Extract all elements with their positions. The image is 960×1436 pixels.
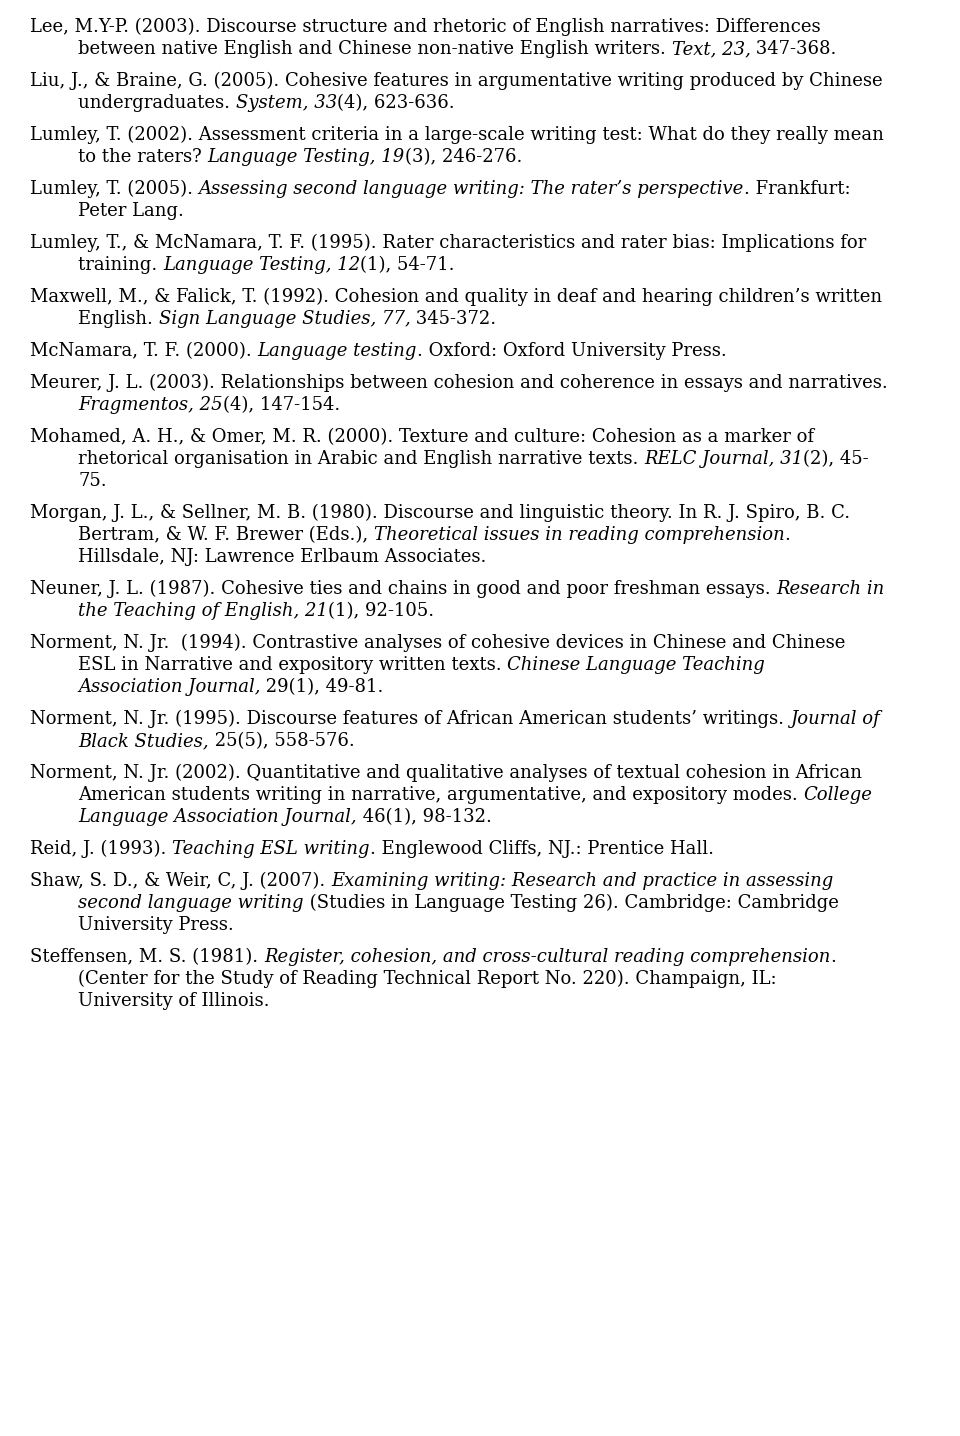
Text: training.: training. <box>78 256 163 274</box>
Text: University of Illinois.: University of Illinois. <box>78 992 270 1010</box>
Text: Register, cohesion, and cross-cultural reading comprehension: Register, cohesion, and cross-cultural r… <box>264 948 830 966</box>
Text: Assessing second language writing: The rater’s perspective: Assessing second language writing: The r… <box>199 180 744 198</box>
Text: (2), 45-: (2), 45- <box>804 449 869 468</box>
Text: ESL in Narrative and expository written texts.: ESL in Narrative and expository written … <box>78 656 508 673</box>
Text: (4), 147-154.: (4), 147-154. <box>223 396 340 414</box>
Text: second language writing: second language writing <box>78 895 303 912</box>
Text: Chinese Language Teaching: Chinese Language Teaching <box>508 656 765 673</box>
Text: Language testing: Language testing <box>257 342 417 360</box>
Text: Lumley, T. (2002). Assessment criteria in a large-scale writing test: What do th: Lumley, T. (2002). Assessment criteria i… <box>30 126 884 144</box>
Text: 347-368.: 347-368. <box>751 40 837 57</box>
Text: Lumley, T. (2005).: Lumley, T. (2005). <box>30 180 199 198</box>
Text: .: . <box>784 526 790 544</box>
Text: Hillsdale, NJ: Lawrence Erlbaum Associates.: Hillsdale, NJ: Lawrence Erlbaum Associat… <box>78 549 487 566</box>
Text: Norment, N. Jr. (2002). Quantitative and qualitative analyses of textual cohesio: Norment, N. Jr. (2002). Quantitative and… <box>30 764 862 783</box>
Text: Research in: Research in <box>777 580 884 597</box>
Text: Language Testing, 19: Language Testing, 19 <box>207 148 405 167</box>
Text: Bertram, & W. F. Brewer (Eds.),: Bertram, & W. F. Brewer (Eds.), <box>78 526 373 544</box>
Text: Reid, J. (1993).: Reid, J. (1993). <box>30 840 172 859</box>
Text: Morgan, J. L., & Sellner, M. B. (1980). Discourse and linguistic theory. In R. J: Morgan, J. L., & Sellner, M. B. (1980). … <box>30 504 851 523</box>
Text: Examining writing: Research and practice in assessing: Examining writing: Research and practice… <box>331 872 833 890</box>
Text: English.: English. <box>78 310 158 327</box>
Text: Association Journal,: Association Journal, <box>78 678 260 696</box>
Text: 25(5), 558-576.: 25(5), 558-576. <box>208 732 354 750</box>
Text: Language Association Journal,: Language Association Journal, <box>78 808 356 826</box>
Text: Norment, N. Jr. (1995). Discourse features of African American students’ writing: Norment, N. Jr. (1995). Discourse featur… <box>30 709 790 728</box>
Text: System, 33: System, 33 <box>236 93 337 112</box>
Text: (3), 246-276.: (3), 246-276. <box>405 148 522 167</box>
Text: Meurer, J. L. (2003). Relationships between cohesion and coherence in essays and: Meurer, J. L. (2003). Relationships betw… <box>30 373 888 392</box>
Text: Fragmentos, 25: Fragmentos, 25 <box>78 396 223 414</box>
Text: Steffensen, M. S. (1981).: Steffensen, M. S. (1981). <box>30 948 264 966</box>
Text: to the raters?: to the raters? <box>78 148 207 167</box>
Text: Teaching ESL writing: Teaching ESL writing <box>172 840 370 857</box>
Text: RELC Journal, 31: RELC Journal, 31 <box>644 449 804 468</box>
Text: Shaw, S. D., & Weir, C, J. (2007).: Shaw, S. D., & Weir, C, J. (2007). <box>30 872 331 890</box>
Text: (1), 92-105.: (1), 92-105. <box>328 602 434 620</box>
Text: Text, 23,: Text, 23, <box>672 40 751 57</box>
Text: Norment, N. Jr.  (1994). Contrastive analyses of cohesive devices in Chinese and: Norment, N. Jr. (1994). Contrastive anal… <box>30 635 846 652</box>
Text: . Oxford: Oxford University Press.: . Oxford: Oxford University Press. <box>417 342 727 360</box>
Text: College: College <box>804 785 873 804</box>
Text: American students writing in narrative, argumentative, and expository modes.: American students writing in narrative, … <box>78 785 804 804</box>
Text: undergraduates.: undergraduates. <box>78 93 236 112</box>
Text: 75.: 75. <box>78 472 107 490</box>
Text: . Frankfurt:: . Frankfurt: <box>744 180 851 198</box>
Text: Mohamed, A. H., & Omer, M. R. (2000). Texture and culture: Cohesion as a marker : Mohamed, A. H., & Omer, M. R. (2000). Te… <box>30 428 814 447</box>
Text: Neuner, J. L. (1987). Cohesive ties and chains in good and poor freshman essays.: Neuner, J. L. (1987). Cohesive ties and … <box>30 580 777 599</box>
Text: (Center for the Study of Reading Technical Report No. 220). Champaign, IL:: (Center for the Study of Reading Technic… <box>78 969 777 988</box>
Text: Lumley, T., & McNamara, T. F. (1995). Rater characteristics and rater bias: Impl: Lumley, T., & McNamara, T. F. (1995). Ra… <box>30 234 866 253</box>
Text: (4), 623-636.: (4), 623-636. <box>337 93 455 112</box>
Text: the Teaching of English, 21: the Teaching of English, 21 <box>78 602 328 620</box>
Text: Black Studies,: Black Studies, <box>78 732 208 750</box>
Text: 29(1), 49-81.: 29(1), 49-81. <box>260 678 384 696</box>
Text: McNamara, T. F. (2000).: McNamara, T. F. (2000). <box>30 342 257 360</box>
Text: Sign Language Studies, 77,: Sign Language Studies, 77, <box>158 310 410 327</box>
Text: 345-372.: 345-372. <box>410 310 496 327</box>
Text: (Studies in Language Testing 26). Cambridge: Cambridge: (Studies in Language Testing 26). Cambri… <box>303 895 838 912</box>
Text: Maxwell, M., & Falick, T. (1992). Cohesion and quality in deaf and hearing child: Maxwell, M., & Falick, T. (1992). Cohesi… <box>30 289 882 306</box>
Text: Theoretical issues in reading comprehension: Theoretical issues in reading comprehens… <box>373 526 784 544</box>
Text: Peter Lang.: Peter Lang. <box>78 202 184 220</box>
Text: between native English and Chinese non-native English writers.: between native English and Chinese non-n… <box>78 40 672 57</box>
Text: Liu, J., & Braine, G. (2005). Cohesive features in argumentative writing produce: Liu, J., & Braine, G. (2005). Cohesive f… <box>30 72 882 90</box>
Text: 46(1), 98-132.: 46(1), 98-132. <box>356 808 492 826</box>
Text: Language Testing, 12: Language Testing, 12 <box>163 256 360 274</box>
Text: Lee, M.Y-P. (2003). Discourse structure and rhetoric of English narratives: Diff: Lee, M.Y-P. (2003). Discourse structure … <box>30 19 821 36</box>
Text: University Press.: University Press. <box>78 916 233 933</box>
Text: .: . <box>830 948 836 966</box>
Text: . Englewood Cliffs, NJ.: Prentice Hall.: . Englewood Cliffs, NJ.: Prentice Hall. <box>370 840 713 857</box>
Text: Journal of: Journal of <box>790 709 879 728</box>
Text: rhetorical organisation in Arabic and English narrative texts.: rhetorical organisation in Arabic and En… <box>78 449 644 468</box>
Text: (1), 54-71.: (1), 54-71. <box>360 256 455 274</box>
